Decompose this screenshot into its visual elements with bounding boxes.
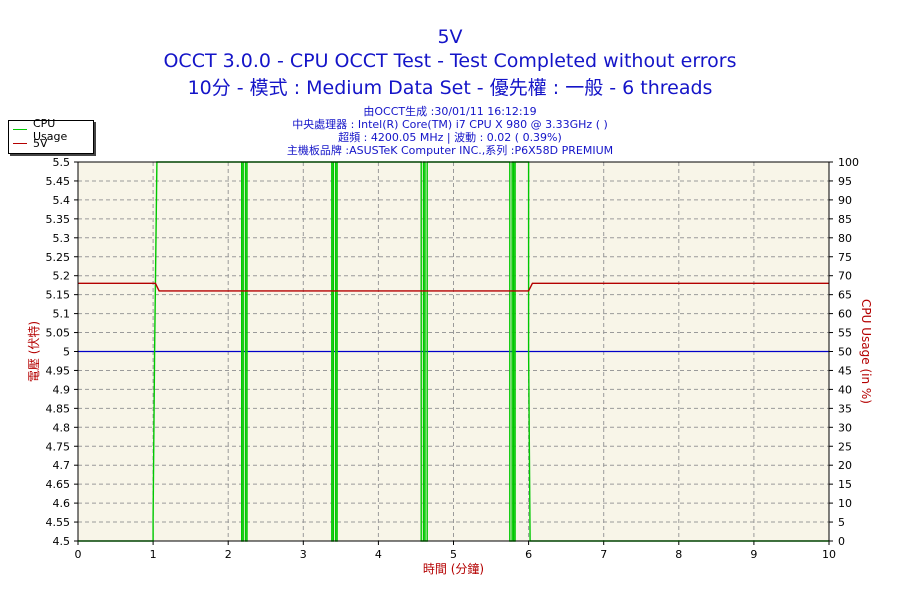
x-tick-label: 3 [300, 548, 307, 561]
legend: CPU Usage 5V [8, 117, 94, 154]
y-right-tick-label: 20 [838, 459, 852, 472]
plot-frame [77, 161, 830, 542]
x-tick-label: 1 [150, 548, 157, 561]
y-right-tick-label: 80 [838, 232, 852, 245]
y-left-tick-label: 4.5 [53, 535, 71, 548]
info-overclock: 超頻 : 4200.05 MHz | 波動 : 0.02 ( 0.39%) [338, 131, 562, 144]
y-left-tick-label: 4.7 [53, 459, 71, 472]
x-tick-label: 9 [750, 548, 757, 561]
y-left-tick-label: 4.8 [53, 421, 71, 434]
y-left-tick-label: 4.55 [46, 516, 71, 529]
x-tick-label: 10 [822, 548, 836, 561]
y-right-tick-label: 50 [838, 346, 852, 359]
x-axis-label: 時間 (分鐘) [423, 561, 484, 576]
chart-title: 5V [437, 26, 463, 48]
y-left-tick-label: 5.15 [46, 289, 71, 302]
info-motherboard: 主機板品牌 :ASUSTeK Computer INC.,系列 :P6X58D … [286, 144, 614, 157]
y-right-tick-label: 30 [838, 421, 852, 434]
legend-item-cpu-usage: CPU Usage [13, 117, 93, 143]
y-right-tick-label: 55 [838, 327, 852, 340]
legend-item-5v: 5V [13, 137, 48, 150]
x-tick-label: 5 [450, 548, 457, 561]
chart-subtitle-2: 10分 - 模式 : Medium Data Set - 優先權 : 一般 - … [187, 77, 713, 99]
y-left-tick-label: 4.95 [46, 364, 71, 377]
legend-label-cpu-usage: CPU Usage [32, 116, 68, 143]
y-left-tick-label: 4.6 [53, 497, 71, 510]
y-right-tick-label: 95 [838, 175, 852, 188]
y-left-tick-label: 5.25 [46, 251, 71, 264]
y-right-tick-label: 45 [838, 364, 852, 377]
x-tick-label: 8 [675, 548, 682, 561]
y-right-tick-label: 15 [838, 478, 852, 491]
x-tick-label: 2 [225, 548, 232, 561]
y-axis-label-right: CPU Usage (in %) [859, 299, 873, 404]
y-axis-label-left: 電壓 (伏特) [26, 321, 41, 382]
y-right-tick-label: 5 [838, 516, 845, 529]
y-left-tick-label: 5.05 [46, 327, 71, 340]
legend-swatch-cpu-usage [13, 129, 27, 130]
y-right-tick-label: 90 [838, 194, 852, 207]
info-generated: 由OCCT生成 :30/01/11 16:12:19 [363, 105, 537, 118]
y-right-tick-label: 85 [838, 213, 852, 226]
x-tick-label: 0 [75, 548, 82, 561]
y-left-tick-label: 5 [63, 346, 70, 359]
y-right-tick-label: 35 [838, 402, 852, 415]
info-cpu: 中央處理器 : Intel(R) Core(TM) i7 CPU X 980 @… [292, 118, 608, 131]
chart-subtitle-1: OCCT 3.0.0 - CPU OCCT Test - Test Comple… [163, 50, 737, 72]
y-left-tick-label: 4.65 [46, 478, 71, 491]
y-left-tick-label: 5.35 [46, 213, 71, 226]
y-left-tick-label: 5.4 [53, 194, 71, 207]
series-line-5v [78, 282, 829, 292]
y-right-tick-label: 75 [838, 251, 852, 264]
y-right-tick-label: 40 [838, 383, 852, 396]
y-right-tick-label: 65 [838, 289, 852, 302]
y-left-tick-label: 5.3 [53, 232, 71, 245]
y-right-tick-label: 25 [838, 440, 852, 453]
y-right-tick-label: 70 [838, 270, 852, 283]
y-left-tick-label: 5.45 [46, 175, 71, 188]
y-right-tick-label: 100 [838, 156, 859, 169]
y-left-tick-label: 4.75 [46, 440, 71, 453]
y-right-tick-label: 60 [838, 308, 852, 321]
legend-swatch-5v [13, 143, 27, 144]
y-left-tick-label: 5.2 [53, 270, 71, 283]
y-left-tick-label: 5.5 [53, 156, 71, 169]
x-tick-label: 7 [600, 548, 607, 561]
legend-label-5v: 5V [33, 137, 48, 150]
x-tick-label: 6 [525, 548, 532, 561]
y-left-tick-label: 4.85 [46, 402, 71, 415]
x-tick-label: 4 [375, 548, 382, 561]
y-left-tick-label: 5.1 [53, 308, 71, 321]
y-right-tick-label: 10 [838, 497, 852, 510]
y-left-tick-label: 4.9 [53, 383, 71, 396]
y-right-tick-label: 0 [838, 535, 845, 548]
